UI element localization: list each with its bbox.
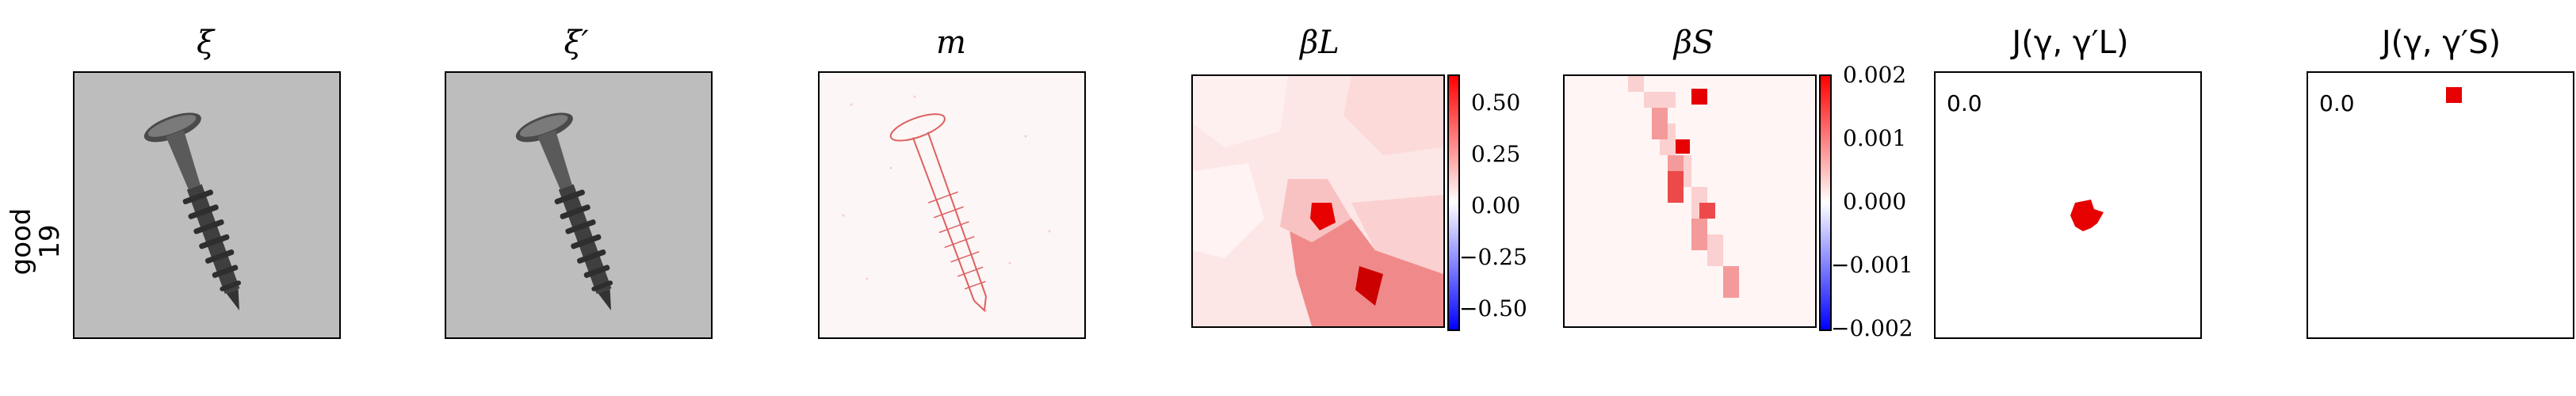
- beta-s-tick-5: −0.002: [1831, 315, 1913, 341]
- panel-j-s-map: 0.0: [2307, 71, 2574, 339]
- beta-l-tick-3: 0.00: [1471, 192, 1521, 219]
- beta-s-tick-4: −0.001: [1831, 252, 1913, 278]
- panel-beta-s-map: [1563, 74, 1817, 328]
- panel-j-l-map: 0.0: [1934, 71, 2202, 339]
- panel-beta-s-title: βS: [1673, 25, 1714, 61]
- panel-j-s-title: J(γ, γ′S): [2381, 25, 2501, 61]
- row-label-class: good: [6, 208, 37, 276]
- beta-l-tick-4: −0.25: [1459, 244, 1527, 270]
- row-label-index: 19: [34, 224, 66, 259]
- panel-xi-prime-image: [445, 71, 713, 339]
- beta-l-tick-2: 0.25: [1471, 141, 1521, 167]
- panel-xi-prime-title: ξ′: [564, 25, 589, 61]
- panel-j-l-title: J(γ, γ′L): [2012, 25, 2129, 61]
- row-label: good 19: [0, 206, 71, 277]
- panel-xi-image: [73, 71, 341, 339]
- j-l-value: 0.0: [1947, 90, 1982, 116]
- panel-xi-title: ξ: [196, 25, 215, 61]
- panel-m-image: [818, 71, 1086, 339]
- beta-s-tick-1: 0.002: [1843, 62, 1907, 88]
- panel-beta-l-title: βL: [1300, 25, 1340, 61]
- beta-l-colorbar: [1447, 74, 1460, 331]
- beta-l-tick-1: 0.50: [1471, 89, 1521, 116]
- beta-s-tick-3: 0.000: [1843, 188, 1907, 215]
- beta-s-colorbar: [1819, 74, 1832, 331]
- panel-beta-l-map: [1191, 74, 1445, 328]
- beta-s-tick-2: 0.001: [1843, 125, 1907, 151]
- beta-l-tick-5: −0.50: [1459, 295, 1527, 322]
- panel-m-title: m: [936, 25, 966, 61]
- j-s-value: 0.0: [2319, 90, 2355, 116]
